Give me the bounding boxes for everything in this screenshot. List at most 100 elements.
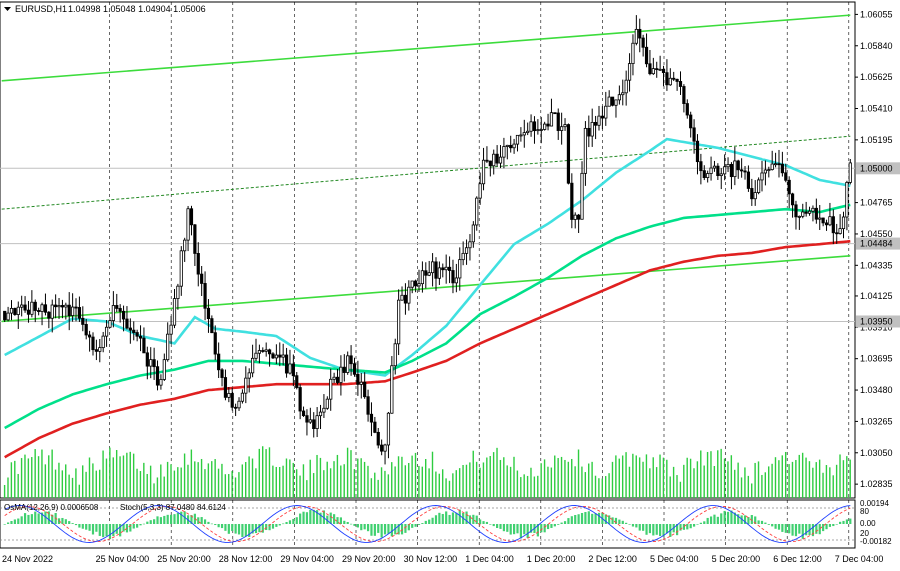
volume-bar [509, 466, 512, 498]
osma-bar [726, 511, 730, 524]
volume-bar [730, 455, 733, 498]
volume-bar [683, 464, 685, 498]
osma-bar [794, 524, 798, 537]
volume-bar [767, 466, 770, 498]
osma-bar [64, 519, 67, 524]
volume-bar [217, 468, 220, 498]
volume-bar [414, 452, 417, 498]
volume-bar [764, 472, 767, 498]
osma-bar [591, 513, 594, 524]
header: EURUSD,H1 1.04998 1.05048 1.04904 1.0500… [4, 4, 206, 14]
candle-body [835, 232, 839, 235]
candle-body [821, 217, 825, 224]
volume-bar [41, 449, 43, 498]
candle-body [257, 350, 261, 354]
volume-bar [784, 451, 787, 498]
osma-bar [570, 516, 573, 524]
candle-body [790, 193, 795, 206]
candle-body [67, 304, 71, 317]
volume-bar [781, 455, 783, 498]
volume-bar [584, 472, 587, 498]
osma-bar [434, 515, 438, 524]
candle-body [536, 129, 540, 132]
candle-body [325, 398, 329, 409]
osma-bar [299, 513, 302, 524]
candle-body [94, 349, 98, 352]
candle-body [380, 444, 384, 452]
osma-bar [468, 515, 472, 524]
volume-bar [431, 451, 434, 498]
candle-body [335, 376, 340, 383]
osma-bar [108, 524, 112, 540]
time-label: 24 Nov 2022 [2, 554, 53, 564]
candle-body [118, 308, 122, 312]
volume-histogram [3, 446, 851, 498]
osma-bar [747, 517, 750, 524]
volume-bar [265, 449, 267, 498]
candle-body [848, 162, 852, 183]
volume-bar [374, 472, 376, 498]
candle-body [529, 121, 533, 132]
osma-bar [6, 522, 10, 524]
osma-bar [190, 515, 193, 524]
osma-bar [88, 524, 91, 531]
candle-body [746, 171, 751, 189]
osma-bar [377, 524, 380, 533]
osma-bar [546, 524, 550, 530]
stoch-level-label: 20 [860, 529, 869, 538]
candle-body [162, 359, 166, 380]
volume-bar [377, 479, 379, 498]
candle-body [121, 310, 126, 320]
candle-body [814, 207, 818, 220]
osma-bar [523, 524, 526, 535]
volume-bar [44, 464, 47, 498]
osma-bar [760, 520, 764, 524]
osma-bar [781, 524, 784, 532]
osma-bar [251, 524, 254, 534]
volume-bar [615, 455, 617, 498]
osma-bar [156, 516, 159, 524]
volume-bar [411, 455, 413, 498]
candle-body [312, 419, 316, 429]
candle-body [166, 333, 170, 361]
volume-bar [92, 463, 94, 498]
volume-bar [367, 465, 369, 498]
volume-bar [255, 468, 257, 498]
volume-bar [835, 464, 838, 498]
osma-bar [764, 522, 767, 524]
volume-bar [727, 461, 729, 498]
osma-bar [692, 524, 696, 527]
osma-bar [662, 524, 665, 537]
candle-body [546, 123, 550, 127]
volume-bar [822, 472, 824, 498]
osma-bar [326, 515, 329, 524]
volume-bar [686, 457, 688, 498]
volume-bar [401, 456, 403, 498]
dropdown-arrow-icon[interactable] [4, 7, 11, 11]
osma-bar [842, 520, 845, 524]
osma-bar [153, 519, 156, 524]
osma-bar [825, 524, 828, 530]
osma-bar [754, 516, 757, 524]
candle-body [594, 121, 598, 126]
candle-body [678, 81, 683, 87]
volume-bar [601, 478, 603, 498]
osma-bar [149, 520, 152, 524]
candle-body [200, 273, 204, 284]
volume-bar [295, 469, 298, 498]
volume-bar [486, 457, 488, 498]
osma-bar [839, 521, 842, 524]
volume-bar [815, 462, 817, 498]
osma-bar [743, 515, 747, 524]
candle-body [841, 216, 846, 230]
candle-body [485, 159, 489, 162]
osma-bar [210, 523, 213, 525]
candle-body [240, 392, 245, 402]
candle-body [77, 307, 82, 319]
ma-line [4, 203, 851, 430]
volume-bar [679, 481, 682, 498]
volume-bar [842, 460, 845, 498]
candle-body [539, 129, 543, 131]
